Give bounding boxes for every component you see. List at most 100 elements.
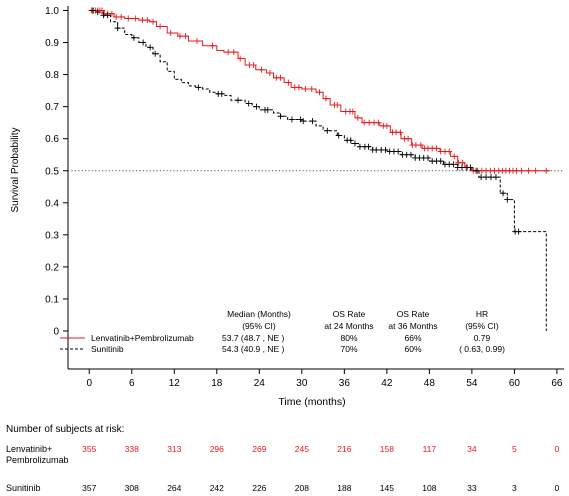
censor-mark-sunitinib [492, 174, 499, 181]
censor-mark-lenvatinib-pembrolizumab [405, 135, 412, 142]
stats-os36: 60% [404, 344, 421, 354]
censor-mark-lenvatinib-pembrolizumab [308, 86, 315, 93]
censor-mark-sunitinib [450, 161, 457, 168]
stats-header-line1: OS Rate [333, 309, 366, 319]
x-tick-label: 48 [424, 378, 436, 389]
stats-header-line2: (95% CI) [242, 321, 276, 331]
y-tick-label: 0.3 [45, 230, 59, 241]
legend-label: Sunitinib [91, 344, 124, 354]
censor-mark-lenvatinib-pembrolizumab [459, 159, 466, 166]
risk-count: 158 [380, 444, 394, 454]
censor-mark-lenvatinib-pembrolizumab [417, 142, 424, 149]
censor-mark-sunitinib [253, 103, 260, 110]
stats-median: 53.7 (48.7 , NE ) [222, 333, 285, 343]
stats-hr: 0.79 [474, 333, 491, 343]
y-tick-label: 0.1 [45, 294, 59, 305]
legend-label: Lenvatinib+Pembrolizumab [91, 333, 194, 343]
censor-mark-lenvatinib-pembrolizumab [295, 84, 302, 91]
y-tick-label: 0 [53, 327, 59, 338]
legend-stats-table: Median (Months) (95% CI) OS Rate at 24 Mont… [60, 309, 505, 354]
censor-mark-sunitinib [335, 132, 342, 139]
censor-mark-sunitinib [114, 25, 121, 32]
risk-count: 0 [555, 444, 560, 454]
censor-mark-sunitinib [147, 44, 154, 51]
x-tick-label: 42 [381, 378, 393, 389]
censor-mark-lenvatinib-pembrolizumab [193, 37, 200, 44]
risk-count: 216 [337, 444, 351, 454]
risk-count: 296 [210, 444, 224, 454]
stats-os24: 80% [340, 333, 357, 343]
censor-mark-sunitinib [288, 116, 295, 123]
censor-mark-sunitinib [152, 50, 159, 57]
y-tick-label: 0.2 [45, 262, 59, 273]
risk-count: 226 [252, 483, 266, 493]
censor-mark-lenvatinib-pembrolizumab [108, 10, 115, 17]
censor-mark-lenvatinib-pembrolizumab [277, 74, 284, 81]
risk-count: 145 [380, 483, 394, 493]
risk-table-title: Number of subjects at risk: [6, 424, 124, 435]
censor-mark-lenvatinib-pembrolizumab [322, 95, 329, 102]
risk-count: 108 [422, 483, 436, 493]
censor-mark-lenvatinib-pembrolizumab [334, 102, 341, 109]
stats-os36: 66% [404, 333, 421, 343]
censor-mark-sunitinib [504, 196, 511, 203]
risk-count: 208 [295, 483, 309, 493]
censor-mark-lenvatinib-pembrolizumab [451, 153, 458, 160]
censor-mark-lenvatinib-pembrolizumab [375, 119, 382, 126]
stats-median: 54.3 (40.9 , NE ) [222, 344, 285, 354]
risk-count: 34 [467, 444, 477, 454]
stats-hr: ( 0.63, 0.99) [459, 344, 505, 354]
censor-mark-sunitinib [347, 137, 354, 144]
risk-count: 33 [467, 483, 477, 493]
y-tick-label: 0.7 [45, 102, 59, 113]
stats-header-line2: at 36 Months [388, 321, 437, 331]
y-tick-label: 0.8 [45, 70, 59, 81]
risk-count: 313 [167, 444, 181, 454]
risk-count: 245 [295, 444, 309, 454]
x-tick-label: 24 [254, 378, 266, 389]
censor-mark-sunitinib [300, 118, 307, 125]
x-axis-title: Time (months) [278, 396, 345, 408]
risk-count: 269 [252, 444, 266, 454]
censor-mark-sunitinib [473, 167, 480, 174]
censor-mark-lenvatinib-pembrolizumab [266, 70, 273, 76]
y-tick-label: 0.6 [45, 134, 59, 145]
y-tick-label: 0.9 [45, 38, 59, 49]
censor-mark-sunitinib [437, 158, 444, 165]
censor-mark-lenvatinib-pembrolizumab [397, 129, 404, 136]
censor-mark-lenvatinib-pembrolizumab [433, 145, 440, 152]
x-tick-label: 0 [86, 378, 92, 389]
risk-count: 5 [512, 444, 517, 454]
x-tick-label: 54 [466, 378, 478, 389]
censor-mark-sunitinib [89, 7, 96, 14]
censor-mark-lenvatinib-pembrolizumab [125, 15, 132, 22]
censor-mark-lenvatinib-pembrolizumab [285, 79, 292, 86]
censor-mark-lenvatinib-pembrolizumab [383, 122, 390, 129]
censor-mark-lenvatinib-pembrolizumab [176, 33, 183, 40]
censor-mark-sunitinib [324, 127, 331, 134]
censor-mark-lenvatinib-pembrolizumab [250, 61, 257, 68]
censor-mark-lenvatinib-pembrolizumab [225, 49, 232, 56]
risk-table: Number of subjects at risk: Lenvatinib+Pe… [6, 424, 560, 493]
censor-mark-sunitinib [104, 12, 111, 19]
x-tick-label: 30 [296, 378, 308, 389]
censor-mark-sunitinib [515, 228, 522, 235]
censor-mark-sunitinib [277, 113, 284, 120]
y-tick-label: 0.4 [45, 198, 59, 209]
risk-count: 264 [167, 483, 181, 493]
stats-header-line1: OS Rate [397, 309, 430, 319]
censor-mark-lenvatinib-pembrolizumab [150, 18, 157, 25]
censor-mark-lenvatinib-pembrolizumab [258, 66, 265, 73]
censor-mark-lenvatinib-pembrolizumab [316, 89, 323, 96]
censor-mark-lenvatinib-pembrolizumab [518, 167, 525, 174]
stats-header-line2: (95% CI) [465, 321, 499, 331]
stats-header-line1: Median (Months) [227, 309, 291, 319]
x-tick-label: 36 [339, 378, 351, 389]
censor-mark-sunitinib [365, 143, 372, 150]
censor-mark-lenvatinib-pembrolizumab [209, 42, 216, 49]
censor-mark-lenvatinib-pembrolizumab [118, 13, 125, 20]
stats-header-line2: at 24 Months [324, 321, 373, 331]
censor-mark-sunitinib [467, 164, 474, 171]
censor-mark-lenvatinib-pembrolizumab [349, 108, 356, 115]
